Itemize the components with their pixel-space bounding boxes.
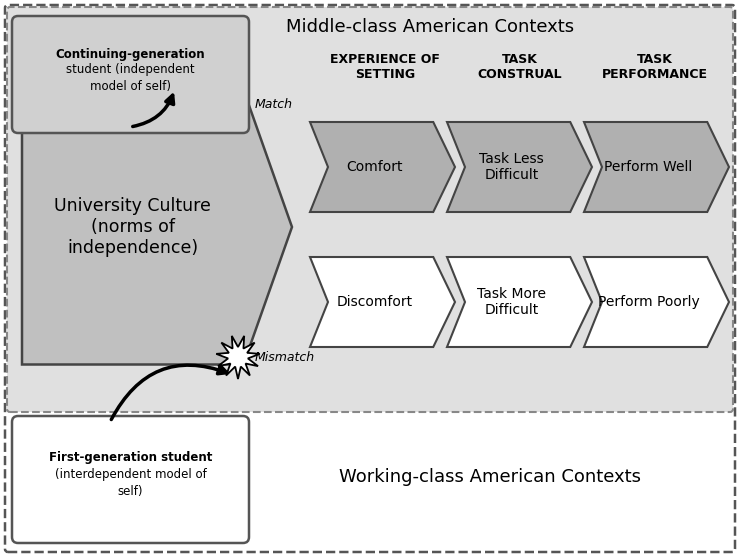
Text: TASK
PERFORMANCE: TASK PERFORMANCE <box>602 53 708 81</box>
Text: Continuing-generation: Continuing-generation <box>56 48 205 61</box>
Text: (interdependent model of: (interdependent model of <box>55 468 206 481</box>
Text: Perform Well: Perform Well <box>605 160 693 174</box>
FancyBboxPatch shape <box>12 16 249 133</box>
Text: First-generation student: First-generation student <box>49 451 212 464</box>
Text: EXPERIENCE OF
SETTING: EXPERIENCE OF SETTING <box>330 53 440 81</box>
Text: model of self): model of self) <box>90 80 171 93</box>
Text: Match: Match <box>255 97 293 110</box>
Polygon shape <box>447 257 592 347</box>
Polygon shape <box>216 336 260 379</box>
Text: student (independent: student (independent <box>66 63 195 76</box>
FancyBboxPatch shape <box>12 416 249 543</box>
Polygon shape <box>584 257 729 347</box>
Text: Discomfort: Discomfort <box>337 295 413 309</box>
Text: Task Less
Difficult: Task Less Difficult <box>479 152 544 182</box>
Text: Mismatch: Mismatch <box>255 350 315 364</box>
Polygon shape <box>310 257 455 347</box>
Text: self): self) <box>118 485 144 498</box>
Text: TASK
CONSTRUAL: TASK CONSTRUAL <box>478 53 562 81</box>
Text: University Culture
(norms of
independence): University Culture (norms of independenc… <box>54 197 211 257</box>
Text: Task More
Difficult: Task More Difficult <box>477 287 546 317</box>
FancyBboxPatch shape <box>5 5 735 552</box>
Text: Middle-class American Contexts: Middle-class American Contexts <box>286 18 574 36</box>
Polygon shape <box>447 122 592 212</box>
Text: Perform Poorly: Perform Poorly <box>598 295 699 309</box>
Polygon shape <box>22 90 292 364</box>
Text: Working-class American Contexts: Working-class American Contexts <box>339 468 641 486</box>
Text: Comfort: Comfort <box>346 160 403 174</box>
Polygon shape <box>584 122 729 212</box>
Polygon shape <box>310 122 455 212</box>
FancyBboxPatch shape <box>7 7 733 412</box>
